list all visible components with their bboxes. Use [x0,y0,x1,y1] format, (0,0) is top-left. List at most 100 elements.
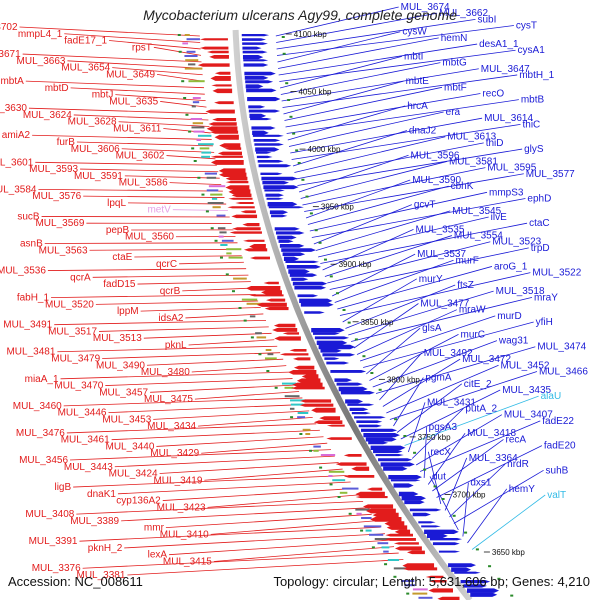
gene-label-reverse[interactable]: MUL_3389 [70,516,119,527]
gene-label-forward[interactable]: MUL_3595 [487,163,536,174]
gene-label-forward[interactable]: mmpS3 [489,187,524,198]
gene-label-reverse[interactable]: MUL_3569 [35,218,84,229]
forward-gene-arrow[interactable] [326,361,350,365]
reverse-gene-arrow[interactable] [212,118,237,122]
reverse-gene-arrow[interactable] [217,151,243,156]
gene-label-forward[interactable]: MUL_3596 [411,150,460,161]
gene-label-forward[interactable]: mbtE [406,76,430,87]
gene-label-forward[interactable]: dut [432,471,446,482]
reverse-gene-arrow[interactable] [279,353,309,356]
gene-label-forward[interactable]: mraY [534,292,558,303]
reverse-gene-arrow[interactable] [256,302,287,307]
forward-gene-arrow[interactable] [448,563,477,568]
forward-gene-arrow[interactable] [314,336,350,340]
gene-label-forward[interactable]: subI [477,14,496,25]
forward-gene-arrow[interactable] [424,529,459,535]
gene-label-forward[interactable]: MUL_3613 [447,132,496,143]
gene-label-reverse[interactable]: mbtJ [92,90,114,101]
reverse-gene-arrow[interactable] [214,71,231,75]
forward-gene-arrow[interactable] [356,420,383,424]
forward-gene-arrow[interactable] [361,428,398,432]
gene-label-reverse[interactable]: lexA [148,550,168,561]
reverse-gene-arrow[interactable] [293,365,315,370]
gene-label-reverse[interactable]: MUL_3460 [13,401,62,412]
forward-gene-arrow[interactable] [275,231,305,235]
forward-gene-arrow[interactable] [297,294,319,298]
forward-gene-arrow[interactable] [277,235,297,240]
reverse-gene-arrow[interactable] [393,542,419,545]
forward-gene-arrow[interactable] [467,588,500,593]
reverse-gene-arrow[interactable] [206,126,238,132]
forward-gene-arrow[interactable] [375,454,404,457]
gene-label-forward[interactable]: MUL_3407 [504,410,553,421]
gene-label-reverse[interactable]: MUL_3440 [106,441,155,452]
reverse-gene-arrow[interactable] [210,76,231,81]
reverse-gene-arrow[interactable] [428,588,454,593]
reverse-gene-arrow[interactable] [394,546,422,551]
gene-label-reverse[interactable]: MUL_3443 [64,462,113,473]
forward-gene-arrow[interactable] [252,130,269,136]
forward-gene-arrow[interactable] [373,449,403,454]
forward-gene-arrow[interactable] [283,256,300,262]
forward-gene-arrow[interactable] [294,286,327,290]
gene-label-reverse[interactable]: MUL_3475 [144,394,193,405]
gene-label-forward[interactable]: glsA [422,323,442,334]
gene-label-reverse[interactable]: MUL_3376 [32,563,81,574]
forward-gene-arrow[interactable] [244,76,269,80]
forward-gene-arrow[interactable] [264,189,285,192]
gene-label-reverse[interactable]: lppM [117,306,139,317]
forward-gene-arrow[interactable] [351,412,371,415]
gene-label-reverse[interactable]: metV [147,205,171,216]
reverse-gene-arrow[interactable] [211,84,232,87]
forward-gene-arrow[interactable] [470,592,498,597]
gene-label-reverse[interactable]: lpqL [107,198,126,209]
gene-label-reverse[interactable]: qcrC [156,259,177,270]
forward-gene-arrow[interactable] [248,109,281,113]
forward-gene-arrow[interactable] [363,433,400,438]
forward-gene-arrow[interactable] [432,542,460,546]
forward-gene-arrow[interactable] [244,71,276,76]
gene-label-reverse[interactable]: MUL_3593 [29,164,78,175]
gene-label-forward[interactable]: recX [430,447,451,458]
forward-gene-arrow[interactable] [288,269,310,274]
gene-label-reverse[interactable]: rpsT [132,42,152,53]
gene-label-forward[interactable]: thiD [486,138,504,149]
forward-gene-arrow[interactable] [370,445,406,451]
forward-gene-arrow[interactable] [388,475,422,480]
reverse-gene-arrow[interactable] [292,382,323,387]
reverse-gene-arrow[interactable] [210,155,243,158]
reverse-gene-arrow[interactable] [240,210,256,214]
forward-gene-arrow[interactable] [454,571,481,574]
gene-label-reverse[interactable]: furB [57,137,76,148]
reverse-gene-arrow[interactable] [362,504,394,509]
gene-label-forward[interactable]: recA [505,434,526,445]
reverse-gene-arrow[interactable] [266,298,286,302]
gene-label-reverse[interactable]: fadD15 [103,279,136,290]
gene-label-forward[interactable]: MUL_3435 [502,385,551,396]
gene-label-forward[interactable]: wag31 [498,336,529,347]
gene-label-reverse[interactable]: qcrB [160,286,181,297]
forward-gene-arrow[interactable] [274,227,300,231]
gene-label-forward[interactable]: ilvE [491,212,507,223]
gene-label-forward[interactable]: recO [482,88,504,99]
reverse-gene-arrow[interactable] [210,130,239,134]
gene-label-forward[interactable]: MUL_3518 [496,286,545,297]
reverse-gene-arrow[interactable] [264,307,289,311]
gene-label-reverse[interactable]: MUL_3584 [0,184,37,195]
gene-label-forward[interactable]: MUL_3452 [501,360,550,371]
gene-label-forward[interactable]: pgmA [425,373,451,384]
forward-gene-arrow[interactable] [262,181,289,185]
gene-label-forward[interactable]: yfiH [536,317,553,328]
forward-gene-arrow[interactable] [427,533,448,539]
forward-gene-arrow[interactable] [365,437,397,442]
gene-label-reverse[interactable]: MUL_3476 [16,428,65,439]
forward-gene-arrow[interactable] [256,155,273,159]
forward-gene-arrow[interactable] [249,113,267,119]
reverse-gene-arrow[interactable] [313,420,343,425]
gene-label-forward[interactable]: nrdR [507,459,529,470]
gene-label-reverse[interactable]: asnB [20,238,43,249]
gene-label-reverse[interactable]: MUL_3410 [160,529,209,540]
gene-label-reverse[interactable]: MUL_3520 [45,299,94,310]
reverse-gene-arrow[interactable] [299,403,334,407]
reverse-gene-arrow[interactable] [231,214,258,219]
